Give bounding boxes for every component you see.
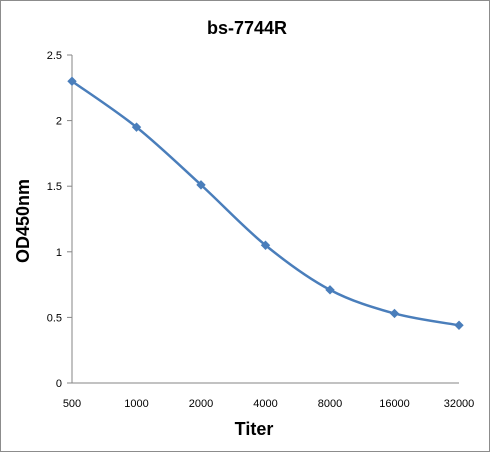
x-tick-label: 16000 (379, 398, 410, 410)
x-tick-label: 32000 (444, 398, 475, 410)
y-tick-label: 2.5 (47, 50, 62, 62)
x-tick-label: 1000 (124, 398, 148, 410)
data-point-marker (67, 76, 77, 86)
data-point-marker (131, 122, 142, 132)
y-tick-label: 1.5 (47, 181, 62, 193)
y-axis-label: OD450nm (13, 179, 33, 263)
data-point-marker (325, 285, 335, 295)
y-tick-label: 0 (56, 378, 62, 390)
y-tick-label: 0.5 (47, 312, 62, 324)
y-tick-label: 1 (56, 247, 62, 259)
data-point-marker (389, 308, 400, 319)
x-tick-label: 2000 (189, 398, 213, 410)
x-axis-label: Titer (235, 419, 274, 439)
axes (67, 54, 459, 384)
chart-title: bs-7744R (207, 18, 287, 38)
y-tick-label: 2 (56, 116, 62, 128)
series-group (67, 76, 464, 330)
data-point-marker (260, 240, 271, 250)
data-point-marker (454, 320, 464, 330)
x-tick-label: 500 (63, 398, 81, 410)
x-tick-label: 4000 (253, 398, 277, 410)
x-tick-label: 8000 (318, 398, 342, 410)
data-point-marker (196, 180, 206, 190)
tick-labels: 0 0.5 1 1.5 2 2.5 500 1000 2000 4000 8000 16000 3200… (47, 50, 475, 410)
series-line (71, 80, 460, 327)
